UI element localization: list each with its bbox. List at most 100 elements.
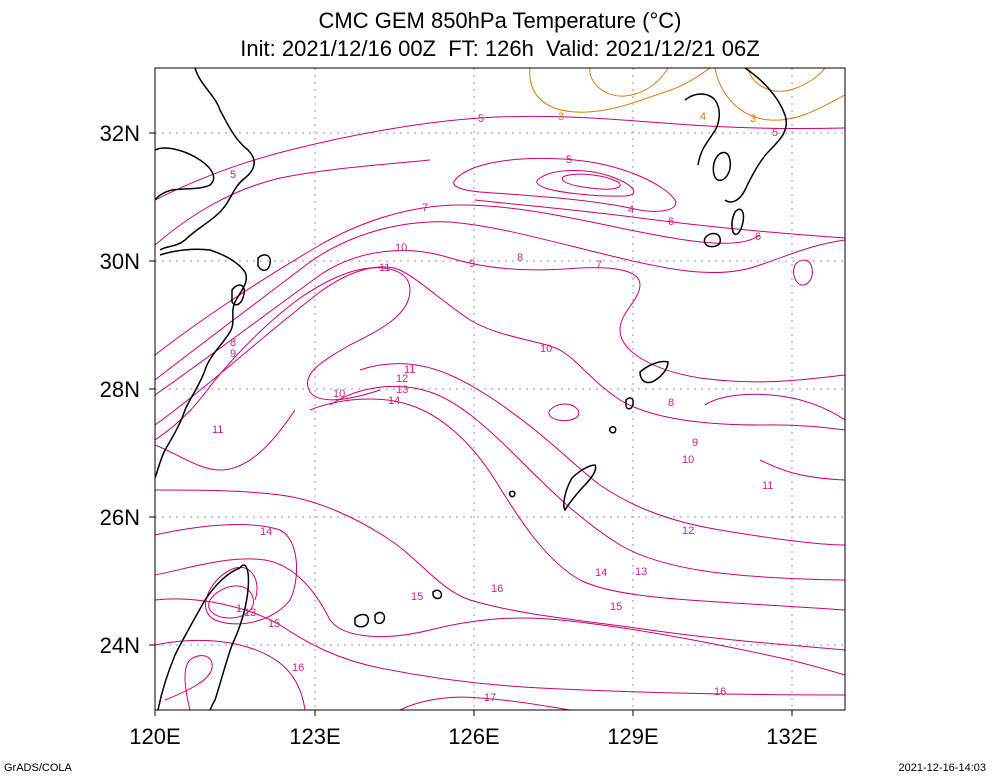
latitude-labels: 32N 30N 28N 26N 24N xyxy=(100,121,140,658)
contour-15 xyxy=(155,489,845,651)
contour-12 xyxy=(359,363,845,546)
cold-contours xyxy=(529,68,845,121)
contour-4-closed xyxy=(536,170,635,197)
zhoushan-island xyxy=(231,284,246,306)
contour-labels: 5 3 4 3 5 5 5 4 6 6 7 10 11 9 8 7 8 9 10… xyxy=(212,111,778,704)
taiwan-east xyxy=(209,564,250,710)
contour-label: 13 xyxy=(635,566,647,578)
contour-label: 10 xyxy=(682,454,694,466)
lat-tick-label: 28N xyxy=(100,377,140,402)
contour-label: 3 xyxy=(750,113,756,125)
contour-label: 15 xyxy=(411,591,423,603)
china-coast-south xyxy=(155,248,247,479)
contour-label: 14 xyxy=(260,526,272,538)
contour-17 xyxy=(399,696,571,710)
contour-label: 11 xyxy=(762,480,773,492)
contour-3-closed xyxy=(561,173,621,190)
lat-tick-label: 30N xyxy=(100,249,140,274)
yakushima-island xyxy=(731,208,745,236)
contour-5 xyxy=(155,115,845,201)
kyushu-south xyxy=(712,151,732,181)
contour-small-closed2 xyxy=(793,259,813,286)
map-subtitle: Init: 2021/12/16 00Z FT: 126h Valid: 202… xyxy=(240,36,760,61)
contour-9b xyxy=(704,393,845,421)
lon-tick-label: 126E xyxy=(448,724,499,749)
contour-label: 6 xyxy=(755,231,761,243)
contour-11b xyxy=(155,409,296,471)
contour-label: 12 xyxy=(396,373,408,385)
contour-10 xyxy=(155,266,845,431)
contour-label: 5 xyxy=(478,113,484,125)
contour-5b xyxy=(155,159,431,246)
kyushu-west xyxy=(684,93,720,166)
contour-2 xyxy=(747,68,826,92)
contour-label: 8 xyxy=(230,337,236,349)
lon-tick-label: 129E xyxy=(607,724,658,749)
lon-tick-label: 123E xyxy=(289,724,340,749)
contour-16d xyxy=(155,640,306,710)
okinawa-island xyxy=(563,464,597,512)
contour-6 xyxy=(474,199,845,239)
contour-label: 4 xyxy=(628,204,634,216)
contour-label: 11 xyxy=(379,262,390,274)
contour-label: 1 xyxy=(236,603,242,615)
contour-label: 8 xyxy=(517,252,523,264)
warm-contours xyxy=(155,115,845,710)
contour-label: 15 xyxy=(610,601,622,613)
contour-label: 6 xyxy=(668,216,674,228)
contour-14b xyxy=(155,524,298,625)
contour-3b xyxy=(589,68,669,97)
lat-tick-label: 26N xyxy=(100,505,140,530)
contour-label: 16 xyxy=(292,662,304,674)
contour-label: 13 xyxy=(244,607,256,619)
contour-label: 7 xyxy=(422,202,428,214)
contour-small-closed xyxy=(548,403,580,421)
contour-label: 11 xyxy=(212,424,223,436)
coastlines xyxy=(155,68,787,710)
map-title: CMC GEM 850hPa Temperature (°C) xyxy=(318,8,682,33)
contour-3 xyxy=(529,68,711,113)
lat-tick-label: 32N xyxy=(100,121,140,146)
taiwan-west xyxy=(157,567,241,710)
contour-5-closed xyxy=(453,157,677,212)
tanegashima-island xyxy=(703,232,722,248)
contour-label: 14 xyxy=(595,567,607,579)
contour-label: 10 xyxy=(395,242,407,254)
contour-11 xyxy=(155,267,411,441)
contour-label: 16 xyxy=(714,686,726,698)
contour-label: 16 xyxy=(491,583,503,595)
lon-tick-label: 132E xyxy=(766,724,817,749)
islet-e xyxy=(432,589,443,600)
contour-label: 13 xyxy=(396,384,408,396)
contour-label: 7 xyxy=(596,259,602,271)
contour-16 xyxy=(155,558,845,676)
china-coast-bay xyxy=(155,147,215,201)
contour-label: 12 xyxy=(682,525,694,537)
contour-label: 17 xyxy=(484,692,496,704)
software-credit: GrADS/COLA xyxy=(4,762,72,774)
zhoushan-island-b xyxy=(257,254,272,271)
islet-a xyxy=(625,397,634,410)
contour-label: 9 xyxy=(469,258,475,270)
contour-label: 5 xyxy=(566,154,572,166)
contour-14 xyxy=(309,398,845,611)
contour-label: 4 xyxy=(700,111,706,123)
contour-label: 11 xyxy=(404,364,415,376)
contour-3c xyxy=(714,68,845,121)
kyushu-east xyxy=(724,68,787,203)
contour-9 xyxy=(155,250,845,396)
islet-c xyxy=(354,613,370,628)
contour-label: 3 xyxy=(558,111,564,123)
islet-b xyxy=(609,426,617,434)
contour-11c xyxy=(759,459,845,481)
contour-label: 8 xyxy=(668,397,674,409)
lon-tick-label: 120E xyxy=(129,724,180,749)
generation-timestamp: 2021-12-16-14:03 xyxy=(898,762,986,774)
contour-label: 10 xyxy=(540,343,552,355)
contour-label: 15 xyxy=(268,618,280,630)
contour-label: 5 xyxy=(230,169,236,181)
tick-marks xyxy=(149,132,793,716)
lat-tick-label: 24N xyxy=(100,633,140,658)
contour-label: 10 xyxy=(333,388,345,400)
